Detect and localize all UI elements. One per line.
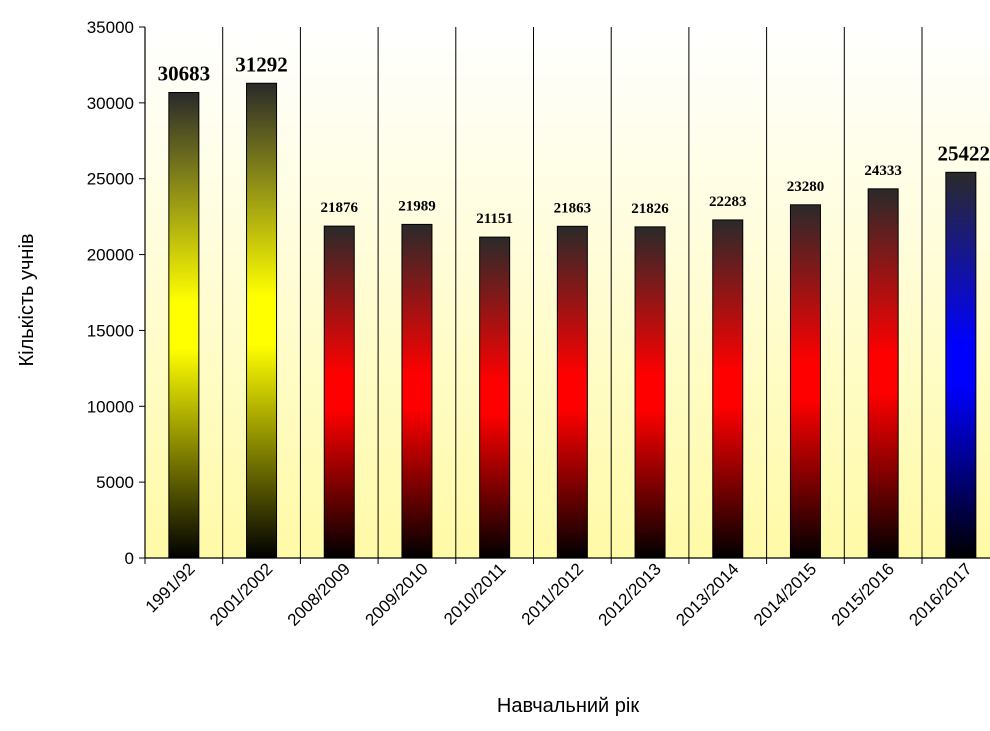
x-tick-label: 2009/2010 [362,559,432,629]
y-tick-label: 10000 [87,397,134,416]
x-tick-label: 1991/92 [142,559,199,616]
data-label: 30683 [158,61,211,85]
bar-2014-2015 [790,205,820,558]
y-tick-label: 20000 [87,246,134,265]
x-tick-label: 2016/2017 [905,559,975,629]
data-label: 31292 [235,52,288,76]
data-label: 22283 [709,194,747,210]
bar-2001-2002 [247,83,277,558]
y-tick-label: 5000 [96,473,134,492]
bar-2012-2013 [635,227,665,558]
y-tick-label: 25000 [87,170,134,189]
bar-1991-92 [169,92,199,558]
x-tick-label: 2011/2012 [518,559,587,628]
data-label: 21826 [631,201,669,217]
data-label: 21151 [476,211,513,227]
y-tick-label: 35000 [87,18,134,37]
data-label: 21863 [554,200,592,216]
bar-2013-2014 [713,220,743,558]
bar-2009-2010 [402,224,432,558]
y-axis-title: Кількість учнів [16,233,38,366]
bar-2008-2009 [324,226,354,558]
x-tick-label: 2015/2016 [828,559,898,629]
bar-2011-2012 [557,226,587,558]
bar-2015-2016 [868,189,898,558]
y-tick-label: 0 [125,549,134,568]
x-tick-label: 2010/2011 [440,559,509,628]
x-tick-label: 2001/2002 [206,559,276,629]
y-tick-label: 15000 [87,321,134,340]
data-label: 21876 [321,200,359,216]
bar-2016-2017 [946,172,976,558]
y-tick-label: 30000 [87,94,134,113]
x-tick-label: 2013/2014 [672,559,742,629]
x-tick-label: 2012/2013 [595,559,665,629]
x-tick-label: 2014/2015 [750,559,820,629]
x-tick-label: 2008/2009 [284,559,354,629]
data-label: 25422 [938,141,990,165]
data-label: 23280 [787,179,825,195]
data-label: 24333 [864,163,902,179]
data-label: 21989 [398,198,436,214]
bar-2010-2011 [480,237,510,558]
x-axis-title: Навчальний рік [497,695,639,717]
